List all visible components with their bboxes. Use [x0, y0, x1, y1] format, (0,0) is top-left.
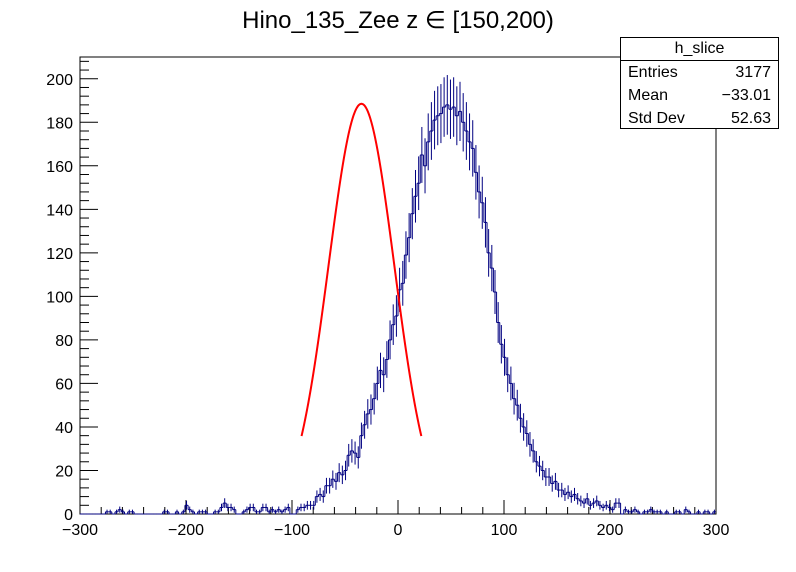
- y-tick-label: 160: [46, 159, 73, 176]
- x-tick-label: 300: [703, 522, 730, 539]
- y-tick-label: 120: [46, 246, 73, 263]
- chart-title: Hino_135_Zee z ∈ [150,200): [242, 7, 554, 34]
- stats-std-label: Std Dev: [628, 110, 685, 127]
- y-tick-label: 60: [55, 376, 73, 393]
- x-tick-label: 100: [491, 522, 518, 539]
- y-tick-label: 200: [46, 72, 73, 89]
- x-tick-label: −100: [274, 522, 310, 539]
- stats-mean-label: Mean: [628, 87, 669, 104]
- x-tick-label: 0: [394, 522, 403, 539]
- x-tick-label: 200: [597, 522, 624, 539]
- y-tick-label: 0: [64, 507, 73, 524]
- y-tick-label: 40: [55, 420, 73, 437]
- y-tick-label: 80: [55, 333, 73, 350]
- stats-std-value: 52.63: [730, 110, 771, 127]
- x-tick-label: −200: [168, 522, 204, 539]
- stats-histogram-name: h_slice: [621, 38, 778, 61]
- gaussian-fit-curve: [300, 102, 423, 437]
- histogram-series: [80, 75, 716, 515]
- y-tick-label: 140: [46, 202, 73, 219]
- stats-mean-value: −33.01: [721, 87, 771, 104]
- stats-row-mean: Mean −33.01: [621, 84, 778, 107]
- stats-row-stddev: Std Dev 52.63: [621, 107, 778, 130]
- stats-entries-value: 3177: [735, 64, 771, 81]
- y-tick-label: 100: [46, 289, 73, 306]
- stats-row-entries: Entries 3177: [621, 61, 778, 84]
- x-tick-label: −300: [62, 522, 98, 539]
- stats-entries-label: Entries: [628, 64, 678, 81]
- y-tick-label: 180: [46, 115, 73, 132]
- y-tick-label: 20: [55, 463, 73, 480]
- stats-box: h_slice Entries 3177 Mean −33.01 Std Dev…: [620, 37, 779, 129]
